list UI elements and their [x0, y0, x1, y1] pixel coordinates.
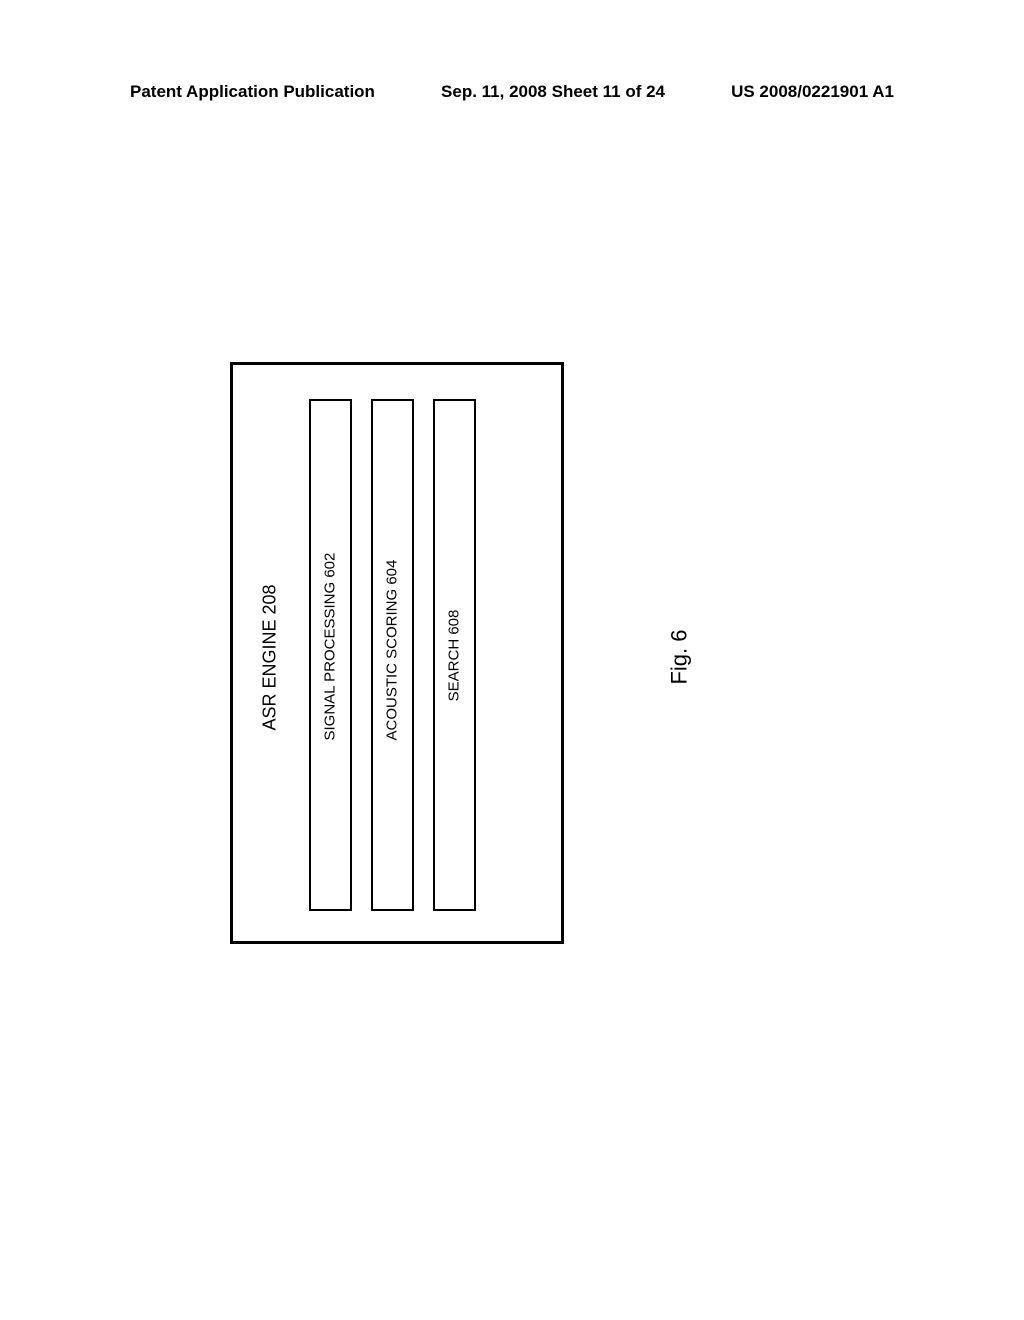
acoustic-scoring-label: ACOUSTIC SCORING 604 — [384, 571, 401, 741]
header-right-text: US 2008/0221901 A1 — [731, 82, 894, 102]
acoustic-scoring-box: ACOUSTIC SCORING 604 — [371, 399, 414, 911]
signal-processing-label: SIGNAL PROCESSING 602 — [322, 571, 339, 741]
header-center-text: Sep. 11, 2008 Sheet 11 of 24 — [441, 82, 665, 102]
asr-engine-container: ASR ENGINE 208 SIGNAL PROCESSING 602 ACO… — [230, 362, 564, 944]
search-label: SEARCH 608 — [446, 571, 463, 741]
search-box: SEARCH 608 — [433, 399, 476, 911]
figure-caption: Fig. 6 — [667, 629, 693, 684]
diagram-title: ASR ENGINE 208 — [260, 584, 281, 730]
header-left-text: Patent Application Publication — [130, 82, 375, 102]
signal-processing-box: SIGNAL PROCESSING 602 — [309, 399, 352, 911]
page-header: Patent Application Publication Sep. 11, … — [0, 82, 1024, 102]
